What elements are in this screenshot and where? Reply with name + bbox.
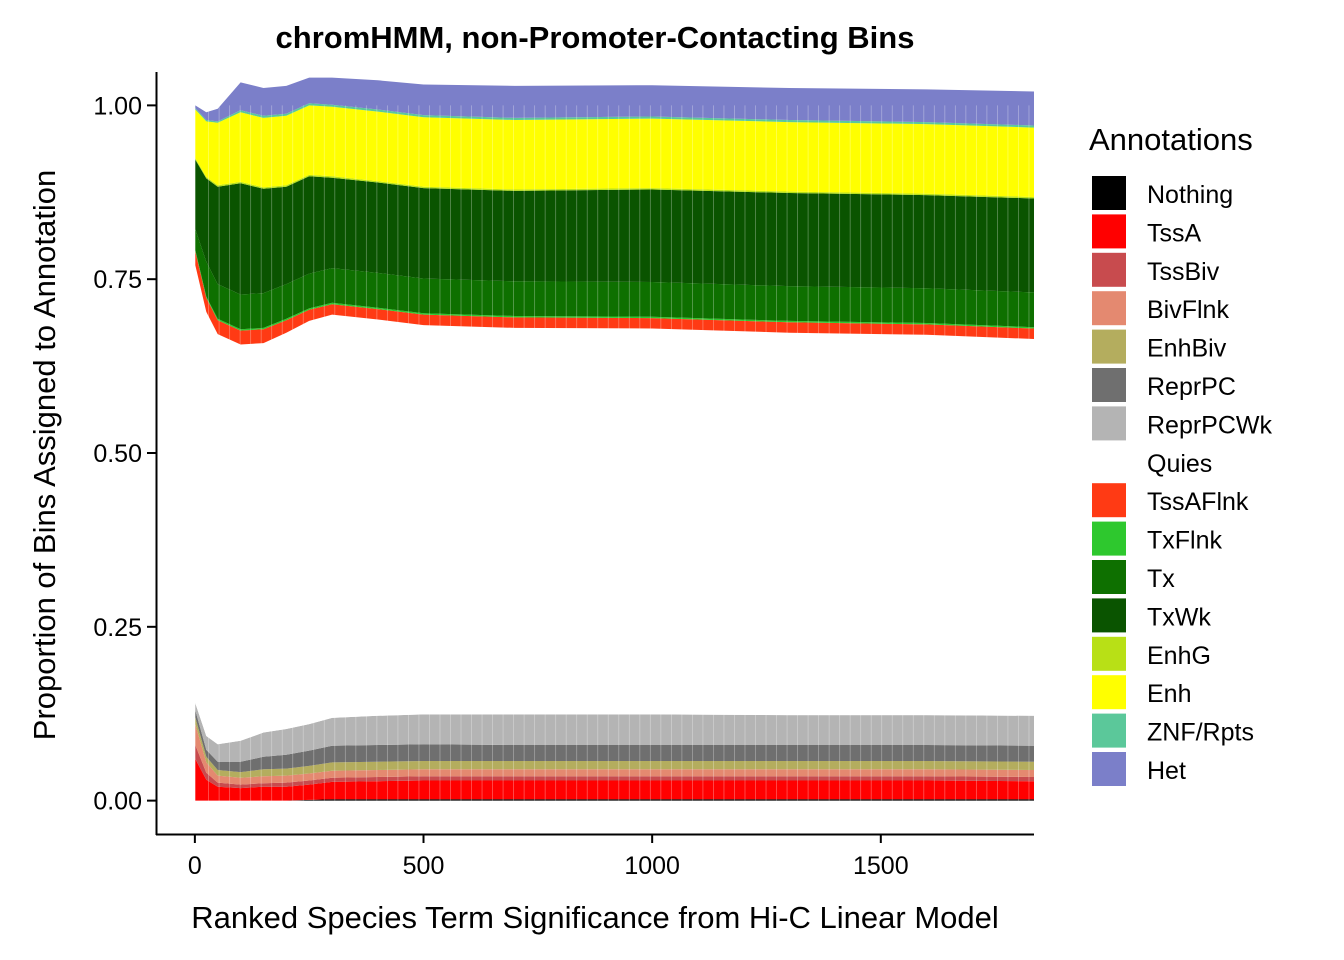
legend-swatch	[1092, 598, 1126, 633]
rank-stripes	[208, 105, 1030, 801]
legend-swatch	[1092, 329, 1126, 364]
legend-swatch	[1092, 368, 1126, 402]
x-tick-label: 0	[188, 852, 202, 880]
legend-swatch	[1092, 713, 1126, 748]
legend-swatch	[1092, 406, 1126, 441]
legend-swatch	[1092, 291, 1126, 326]
legend-label: TssBiv	[1147, 258, 1220, 286]
legend-items: Nothing TssA TssBiv BivFlnk EnhBiv ReprPC Repr…	[1092, 176, 1273, 786]
y-tick-label: 0.50	[93, 440, 142, 468]
y-tick-label: 0.00	[93, 788, 142, 816]
y-ticks: 0.00 0.25 0.50 0.75 1.00	[93, 92, 156, 816]
legend-label: ReprPCWk	[1147, 411, 1273, 439]
area-tx	[195, 229, 1035, 330]
area-het	[195, 77, 1035, 126]
legend-label: ReprPC	[1147, 373, 1236, 401]
x-tick-label: 500	[403, 852, 445, 880]
area-bivflnk	[195, 724, 1035, 785]
legend-label: Enh	[1147, 680, 1191, 708]
y-tick-label: 0.75	[93, 266, 142, 294]
legend-swatch	[1092, 675, 1126, 710]
legend-label: TssAFlnk	[1147, 488, 1249, 516]
area-tssaflnk	[195, 251, 1035, 345]
area-reprpcwk	[195, 703, 1035, 762]
area-enh	[195, 105, 1035, 198]
area-enhg	[195, 158, 1035, 199]
legend-label: Het	[1147, 757, 1186, 785]
legend-label: ZNF/Rpts	[1147, 719, 1254, 747]
legend-label: TxFlnk	[1147, 527, 1223, 555]
chart-title: chromHMM, non-Promoter-Contacting Bins	[276, 20, 915, 55]
legend-swatch	[1092, 560, 1126, 594]
legend-label: EnhBiv	[1147, 335, 1227, 363]
area-tssbiv	[195, 745, 1035, 789]
x-tick-label: 1500	[853, 852, 909, 880]
legend-swatch	[1092, 483, 1126, 518]
legend-swatch	[1092, 521, 1126, 556]
legend-label: EnhG	[1147, 642, 1211, 670]
area-quies	[195, 265, 1035, 745]
y-tick-label: 1.00	[93, 92, 142, 120]
legend-label: Quies	[1147, 450, 1212, 478]
legend-swatch	[1092, 176, 1126, 210]
legend-swatch	[1092, 214, 1126, 249]
legend-label: BivFlnk	[1147, 296, 1229, 324]
legend-label: TxWk	[1147, 603, 1211, 631]
area-nothing	[195, 799, 1035, 801]
area-znf-rpts	[195, 103, 1035, 128]
legend-swatch	[1092, 636, 1126, 671]
area-tssa	[195, 758, 1035, 801]
area-layers	[195, 77, 1035, 801]
legend-title: Annotations	[1089, 122, 1253, 157]
x-tick-label: 1000	[624, 852, 680, 880]
legend-swatch	[1092, 252, 1126, 287]
legend-label: Tx	[1147, 565, 1175, 593]
area-txflnk	[195, 250, 1035, 331]
x-ticks: 0 500 1000 1500	[188, 834, 909, 880]
x-axis-title: Ranked Species Term Significance from Hi…	[191, 900, 999, 935]
legend-label: Nothing	[1147, 181, 1233, 209]
y-tick-label: 0.25	[93, 614, 142, 642]
legend-swatch	[1092, 752, 1126, 786]
legend-swatch	[1092, 444, 1126, 479]
area-txwk	[195, 159, 1035, 295]
y-axis-title: Proportion of Bins Assigned to Annotatio…	[27, 170, 62, 740]
area-enhbiv	[195, 717, 1035, 778]
legend: Annotations Nothing TssA TssBiv BivFlnk EnhB…	[1089, 122, 1273, 786]
axes	[155, 72, 1034, 836]
area-reprpc	[195, 710, 1035, 773]
legend-label: TssA	[1147, 219, 1202, 247]
